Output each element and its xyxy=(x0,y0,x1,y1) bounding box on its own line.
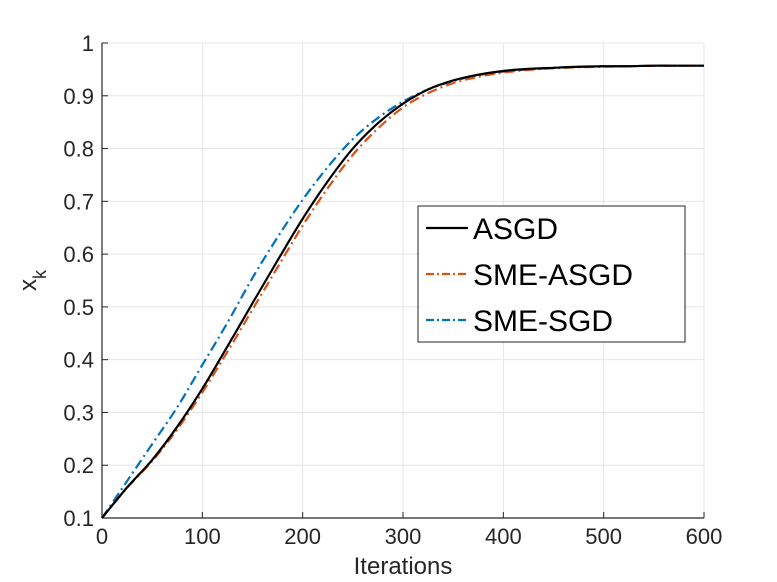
x-tick-label: 400 xyxy=(485,524,522,549)
y-axis-title: xk xyxy=(15,269,50,291)
y-tick-label: 0.1 xyxy=(63,506,94,531)
series-line-asgd xyxy=(101,64,704,519)
axes xyxy=(101,42,705,519)
x-tick-label: 300 xyxy=(385,524,422,549)
x-tick-label: 500 xyxy=(585,524,622,549)
y-tick-label: 0.8 xyxy=(63,137,94,162)
tick-labels: 0 100 200 300 400 500 600 0.1 0.2 0.3 0.4 0.5 0.6 0.7… xyxy=(63,31,722,549)
y-axis-label-subscript: k xyxy=(30,269,50,279)
y-axis-label: xk xyxy=(15,269,50,291)
y-tick-label: 0.2 xyxy=(63,453,94,478)
y-axis-label-main: x xyxy=(15,279,42,291)
x-tick-label: 100 xyxy=(184,524,221,549)
y-tick-label: 0.3 xyxy=(63,400,94,425)
y-tick-label: 0.9 xyxy=(63,84,94,109)
y-tick-label: 0.5 xyxy=(63,295,94,320)
y-tick-label: 1 xyxy=(82,31,94,56)
x-tick-label: 200 xyxy=(284,524,321,549)
x-tick-label: 0 xyxy=(96,524,108,549)
y-tick-label: 0.7 xyxy=(63,189,94,214)
legend-label-sme-asgd: SME-ASGD xyxy=(473,259,633,292)
y-tick-label: 0.6 xyxy=(63,242,94,267)
series-line-sme-asgd xyxy=(101,64,704,519)
x-axis-title: Iterations xyxy=(354,553,453,580)
series-lines xyxy=(101,64,704,519)
legend-label-sme-sgd: SME-SGD xyxy=(473,305,613,338)
legend-label-asgd: ASGD xyxy=(473,213,558,246)
legend: ASGD SME-ASGD SME-SGD xyxy=(417,205,686,343)
x-tick-label: 600 xyxy=(686,524,723,549)
y-tick-label: 0.4 xyxy=(63,348,94,373)
